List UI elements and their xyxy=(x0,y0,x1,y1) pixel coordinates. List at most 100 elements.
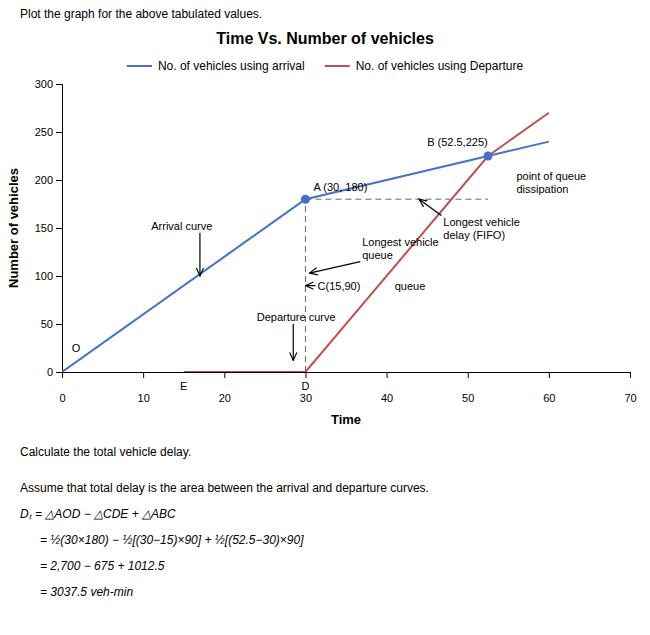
y-tick-label: 0 xyxy=(47,366,53,378)
annotation: point of queuedissipation xyxy=(516,170,586,195)
y-tick-label: 50 xyxy=(41,318,53,330)
annotation-line: Departure curve xyxy=(257,311,336,323)
annotations: O E D A (30, 180) B (52.5,225) point of queue… xyxy=(72,136,586,391)
legend-label: No. of vehicles using arrival xyxy=(158,59,305,73)
annotation: Arrival curve xyxy=(151,220,212,232)
x-tick: 10 xyxy=(138,372,150,404)
annotation: O xyxy=(72,342,81,354)
annotation-line: queue xyxy=(362,249,393,261)
x-tick: 0 xyxy=(59,372,65,404)
x-axis-line xyxy=(63,373,631,379)
annotation-arrow xyxy=(293,324,294,360)
y-tick-label: 200 xyxy=(35,174,53,186)
legend: No. of vehicles using arrival No. of vehi… xyxy=(127,59,523,73)
x-tick: 70 xyxy=(624,372,636,404)
y-tick-mark xyxy=(56,84,62,85)
point-marker xyxy=(484,152,493,161)
y-axis: 0 50 100 150 200 250 300 xyxy=(35,78,63,378)
annotation-arrow xyxy=(419,199,441,215)
legend-label: No. of vehicles using Departure xyxy=(356,59,524,73)
annotation-arrow xyxy=(305,285,315,286)
y-tick-label: 100 xyxy=(35,270,53,282)
legend-item: No. of vehicles using arrival xyxy=(127,59,305,73)
annotation-line: Arrival curve xyxy=(151,220,212,232)
y-tick-mark xyxy=(56,276,62,277)
annotation: Longest vehicledelay (FIFO) xyxy=(443,216,519,241)
y-tick: 50 xyxy=(41,318,62,330)
annotation-arrow xyxy=(199,233,200,276)
annotation: E xyxy=(180,380,187,392)
y-tick: 0 xyxy=(47,366,62,378)
notes: Calculate the total vehicle delay. Assume… xyxy=(20,445,429,599)
series-line xyxy=(62,142,549,372)
annotation-arrow xyxy=(309,262,360,274)
chart-title: Time Vs. Number of vehicles xyxy=(216,30,434,47)
note: = 2,700 − 675 + 1012.5 xyxy=(30,559,165,573)
annotation-line: Longest vehicle xyxy=(443,216,519,228)
x-tick-mark xyxy=(468,372,469,378)
legend-item: No. of vehicles using Departure xyxy=(325,59,524,73)
y-tick-mark xyxy=(56,180,62,181)
x-tick: 50 xyxy=(462,372,474,404)
annotation: Departure curve xyxy=(257,311,336,323)
annotation: B (52.5,225) xyxy=(427,136,488,148)
x-tick-label: 30 xyxy=(300,392,312,404)
point-marker xyxy=(301,195,310,204)
y-tick-mark xyxy=(56,228,62,229)
annotation-line: E xyxy=(180,380,187,392)
x-tick-label: 10 xyxy=(138,392,150,404)
annotation-line: dissipation xyxy=(516,183,568,195)
annotation-line: queue xyxy=(395,280,426,292)
annotation-line: C(15,90) xyxy=(318,280,361,292)
y-tick-mark xyxy=(56,132,62,133)
annotation: D xyxy=(301,380,309,392)
x-tick-mark xyxy=(387,372,388,378)
x-tick: 20 xyxy=(219,372,231,404)
reference-line xyxy=(305,199,488,200)
y-tick-label: 150 xyxy=(35,222,53,234)
x-tick: 40 xyxy=(381,372,393,404)
chart-svg: Plot the graph for the above tabulated v… xyxy=(0,0,650,635)
x-tick-mark xyxy=(305,372,306,378)
x-axis-title: Time xyxy=(331,412,361,427)
y-tick-mark xyxy=(56,372,62,373)
note: Calculate the total vehicle delay. xyxy=(20,445,191,459)
x-tick-label: 60 xyxy=(543,392,555,404)
y-tick: 150 xyxy=(35,222,62,234)
y-tick: 100 xyxy=(35,270,62,282)
x-tick-mark xyxy=(224,372,225,378)
annotation-line: A (30, 180) xyxy=(314,181,368,193)
x-tick-mark xyxy=(143,372,144,378)
annotation: Longest vehiclequeue xyxy=(362,236,438,261)
annotation-line: point of queue xyxy=(516,170,586,182)
y-tick-label: 300 xyxy=(35,78,53,90)
x-tick-label: 0 xyxy=(59,392,65,404)
y-tick: 250 xyxy=(35,126,62,138)
x-tick-label: 20 xyxy=(219,392,231,404)
y-tick: 200 xyxy=(35,174,62,186)
annotation: C(15,90) xyxy=(318,280,361,292)
note: Assume that total delay is the area betw… xyxy=(20,481,429,495)
x-tick-label: 40 xyxy=(381,392,393,404)
x-tick-label: 70 xyxy=(624,392,636,404)
note: = 3037.5 veh-min xyxy=(30,585,133,599)
annotation-line: Longest vehicle xyxy=(362,236,438,248)
annotation-line: B (52.5,225) xyxy=(427,136,488,148)
annotation-line: delay (FIFO) xyxy=(443,229,505,241)
x-tick: 60 xyxy=(543,372,555,404)
x-axis: 0 10 20 30 40 50 60 70 xyxy=(59,372,636,404)
plot-marks xyxy=(62,113,549,372)
y-tick: 300 xyxy=(35,78,62,90)
series-line xyxy=(184,113,549,372)
x-tick: 30 xyxy=(300,372,312,404)
caption: Plot the graph for the above tabulated v… xyxy=(20,7,262,21)
x-tick-mark xyxy=(549,372,550,378)
x-tick-mark xyxy=(630,372,631,378)
legend-swatch xyxy=(325,65,350,67)
y-tick-label: 250 xyxy=(35,126,53,138)
x-tick-label: 50 xyxy=(462,392,474,404)
y-tick-mark xyxy=(56,324,62,325)
y-axis-line xyxy=(56,85,63,373)
note: Dₜ = △AOD − △CDE + △ABC xyxy=(20,507,176,521)
annotation: queue xyxy=(395,280,426,292)
